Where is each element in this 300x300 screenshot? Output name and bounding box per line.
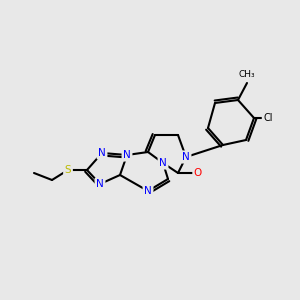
Text: N: N [159, 158, 167, 168]
Text: O: O [194, 168, 202, 178]
Text: N: N [144, 186, 152, 196]
Text: CH₃: CH₃ [239, 70, 255, 79]
Text: N: N [96, 179, 104, 189]
Text: Cl: Cl [263, 113, 273, 123]
Text: N: N [98, 148, 106, 158]
Text: N: N [123, 150, 131, 160]
Text: S: S [65, 165, 71, 175]
Text: N: N [182, 152, 190, 162]
